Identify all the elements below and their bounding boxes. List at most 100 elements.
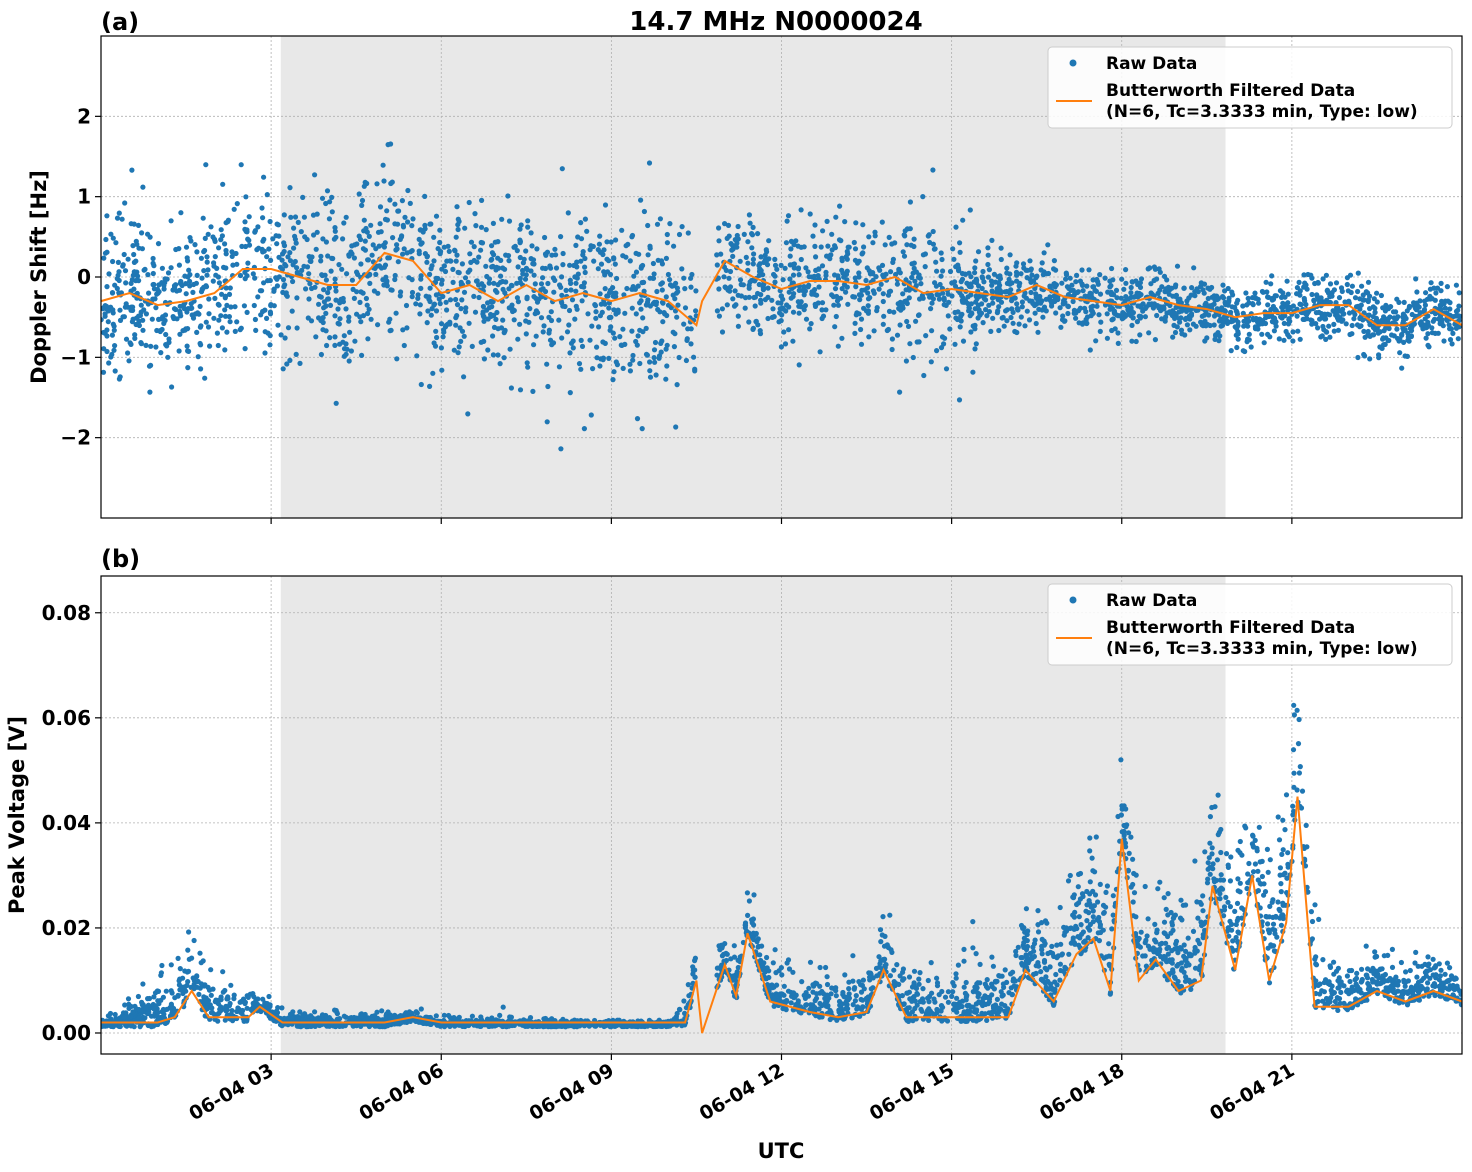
raw-data-point — [132, 332, 138, 338]
raw-data-point — [837, 203, 843, 209]
raw-data-point — [485, 347, 491, 353]
raw-data-point — [1187, 327, 1193, 333]
raw-data-point — [1214, 306, 1220, 312]
raw-data-point — [758, 292, 764, 298]
raw-data-point — [1259, 321, 1265, 327]
raw-data-point — [1331, 959, 1337, 965]
raw-data-point — [1171, 310, 1177, 316]
raw-data-point — [996, 285, 1002, 291]
raw-data-point — [665, 302, 672, 308]
raw-data-point — [916, 312, 922, 318]
raw-data-point — [1015, 306, 1021, 312]
raw-data-point — [1004, 265, 1010, 271]
raw-data-point — [1377, 329, 1383, 335]
raw-data-point — [593, 315, 599, 321]
raw-data-point — [226, 314, 232, 320]
raw-data-point — [714, 252, 720, 258]
raw-data-point — [1301, 272, 1307, 278]
raw-data-point — [556, 364, 563, 370]
raw-data-point — [1027, 258, 1033, 264]
raw-data-point — [205, 231, 211, 237]
raw-data-point — [414, 353, 420, 359]
raw-data-point — [1051, 1002, 1057, 1008]
raw-data-point — [1218, 872, 1224, 878]
raw-data-point — [444, 258, 450, 264]
raw-data-point — [261, 280, 267, 286]
raw-data-point — [647, 245, 653, 251]
raw-data-point — [585, 311, 591, 317]
raw-data-point — [1271, 328, 1277, 334]
raw-data-point — [986, 309, 993, 315]
raw-data-point — [1022, 323, 1028, 329]
raw-data-point — [547, 263, 553, 269]
raw-data-point — [376, 263, 383, 269]
raw-data-point — [835, 302, 842, 308]
raw-data-point — [1121, 286, 1127, 292]
raw-data-point — [274, 241, 280, 247]
raw-data-point — [1367, 306, 1373, 312]
raw-data-point — [461, 289, 468, 295]
raw-data-point — [614, 362, 621, 368]
raw-data-point — [354, 311, 360, 317]
raw-data-point — [266, 246, 272, 252]
raw-data-point — [1070, 287, 1076, 293]
raw-data-point — [1207, 286, 1213, 292]
raw-data-point — [198, 366, 204, 372]
raw-data-point — [860, 977, 867, 983]
raw-data-point — [1128, 834, 1134, 840]
raw-data-point — [1123, 844, 1129, 850]
raw-data-point — [612, 261, 618, 267]
raw-data-point — [1212, 336, 1218, 342]
raw-data-point — [925, 233, 931, 239]
raw-data-point — [1128, 284, 1134, 291]
raw-data-point — [1414, 289, 1420, 295]
raw-data-point — [560, 262, 566, 268]
raw-data-point — [327, 335, 333, 341]
raw-data-point — [590, 366, 596, 372]
raw-data-point — [997, 273, 1003, 279]
raw-data-point — [887, 912, 893, 918]
raw-data-point — [521, 256, 527, 262]
raw-data-point — [287, 250, 293, 256]
raw-data-point — [756, 272, 762, 278]
raw-data-point — [1059, 952, 1065, 958]
raw-data-point — [775, 300, 781, 306]
raw-data-point — [1076, 871, 1082, 878]
raw-data-point — [551, 289, 557, 295]
raw-data-point — [567, 262, 573, 268]
raw-data-point — [415, 295, 421, 301]
raw-data-point — [428, 266, 434, 272]
raw-data-point — [428, 312, 434, 318]
raw-data-point — [784, 302, 790, 308]
raw-data-point — [218, 237, 224, 243]
raw-data-point — [859, 251, 865, 257]
raw-data-point — [1152, 921, 1158, 928]
raw-data-point — [1175, 297, 1181, 303]
raw-data-point — [125, 996, 132, 1002]
raw-data-point — [509, 302, 515, 308]
raw-data-point — [1001, 323, 1007, 329]
raw-data-point — [484, 307, 490, 313]
raw-data-point — [168, 1001, 174, 1007]
raw-data-point — [184, 343, 190, 349]
raw-data-point — [246, 242, 253, 248]
raw-data-point — [486, 276, 493, 282]
raw-data-point — [1316, 916, 1322, 923]
raw-data-point — [137, 312, 143, 319]
raw-data-point — [1115, 340, 1121, 346]
raw-data-point — [1389, 964, 1396, 971]
raw-data-point — [343, 351, 349, 357]
raw-data-point — [127, 340, 133, 346]
raw-data-point — [931, 246, 938, 252]
raw-data-point — [881, 313, 887, 319]
raw-data-point — [1275, 899, 1281, 905]
raw-data-point — [553, 265, 560, 271]
raw-data-point — [228, 982, 234, 988]
raw-data-point — [1004, 270, 1010, 276]
raw-data-point — [323, 200, 329, 207]
raw-data-point — [774, 266, 780, 272]
raw-data-point — [493, 267, 499, 273]
raw-data-point — [688, 284, 694, 290]
raw-data-point — [1402, 327, 1408, 333]
raw-data-point — [1388, 983, 1394, 989]
